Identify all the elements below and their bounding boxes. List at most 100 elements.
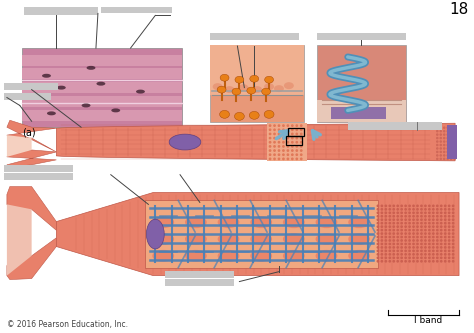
Circle shape [392,253,395,256]
Circle shape [300,133,302,135]
Circle shape [273,141,276,144]
Polygon shape [146,200,378,268]
Circle shape [450,151,452,153]
Circle shape [432,204,435,207]
Circle shape [404,229,407,231]
Circle shape [300,124,302,127]
Circle shape [424,249,427,252]
Ellipse shape [283,250,305,262]
Circle shape [436,218,438,221]
Circle shape [384,242,387,245]
Circle shape [376,239,379,242]
Circle shape [286,158,289,160]
Circle shape [432,222,435,224]
Circle shape [416,249,419,252]
Circle shape [452,249,455,252]
Circle shape [396,215,399,218]
Ellipse shape [82,104,91,108]
Ellipse shape [249,111,259,119]
Circle shape [447,144,449,146]
Circle shape [392,222,395,224]
Circle shape [448,211,451,214]
Circle shape [448,222,451,224]
Circle shape [428,225,431,228]
Circle shape [416,222,419,224]
Circle shape [376,236,379,238]
Circle shape [440,253,443,256]
Circle shape [381,249,383,252]
Circle shape [381,239,383,242]
Circle shape [388,211,391,214]
Circle shape [436,127,438,129]
Circle shape [408,225,411,228]
Circle shape [444,208,447,211]
Circle shape [436,239,438,242]
Ellipse shape [250,216,272,228]
Circle shape [439,140,442,143]
Ellipse shape [235,112,245,120]
Circle shape [448,249,451,252]
Circle shape [408,215,411,218]
Circle shape [376,222,379,224]
Bar [331,108,386,119]
Circle shape [384,225,387,228]
Circle shape [453,127,456,129]
Circle shape [452,229,455,231]
Circle shape [384,253,387,256]
Ellipse shape [136,90,145,94]
Polygon shape [7,135,32,157]
Circle shape [416,225,419,228]
Circle shape [447,133,449,136]
Circle shape [392,246,395,249]
Circle shape [428,260,431,263]
Circle shape [408,204,411,207]
Circle shape [412,260,415,263]
Circle shape [416,211,419,214]
Circle shape [404,218,407,221]
Circle shape [432,256,435,259]
Circle shape [404,232,407,235]
Circle shape [300,137,302,140]
Ellipse shape [348,250,370,262]
Bar [317,33,406,40]
Circle shape [436,260,438,263]
Circle shape [439,127,442,129]
Circle shape [420,239,423,242]
Circle shape [436,154,438,157]
Circle shape [388,229,391,231]
Circle shape [440,222,443,224]
Circle shape [436,222,438,224]
Circle shape [443,137,446,140]
Ellipse shape [348,216,370,228]
Circle shape [392,208,395,211]
Circle shape [440,249,443,252]
Ellipse shape [185,250,207,262]
Circle shape [412,211,415,214]
Circle shape [376,218,379,221]
Circle shape [400,232,403,235]
Circle shape [443,130,446,133]
Circle shape [376,204,379,207]
Circle shape [444,222,447,224]
Circle shape [436,242,438,245]
Bar [4,93,51,100]
Circle shape [273,145,276,148]
Circle shape [448,239,451,242]
Circle shape [436,208,438,211]
Circle shape [392,242,395,245]
Circle shape [420,215,423,218]
Circle shape [424,222,427,224]
Circle shape [428,208,431,211]
Circle shape [384,260,387,263]
Bar [317,45,406,122]
Circle shape [444,239,447,242]
Circle shape [448,253,451,256]
Circle shape [443,133,446,136]
Circle shape [404,215,407,218]
Circle shape [388,204,391,207]
Circle shape [432,242,435,245]
Circle shape [420,222,423,224]
Circle shape [278,145,280,148]
Circle shape [295,124,298,127]
Circle shape [381,236,383,238]
